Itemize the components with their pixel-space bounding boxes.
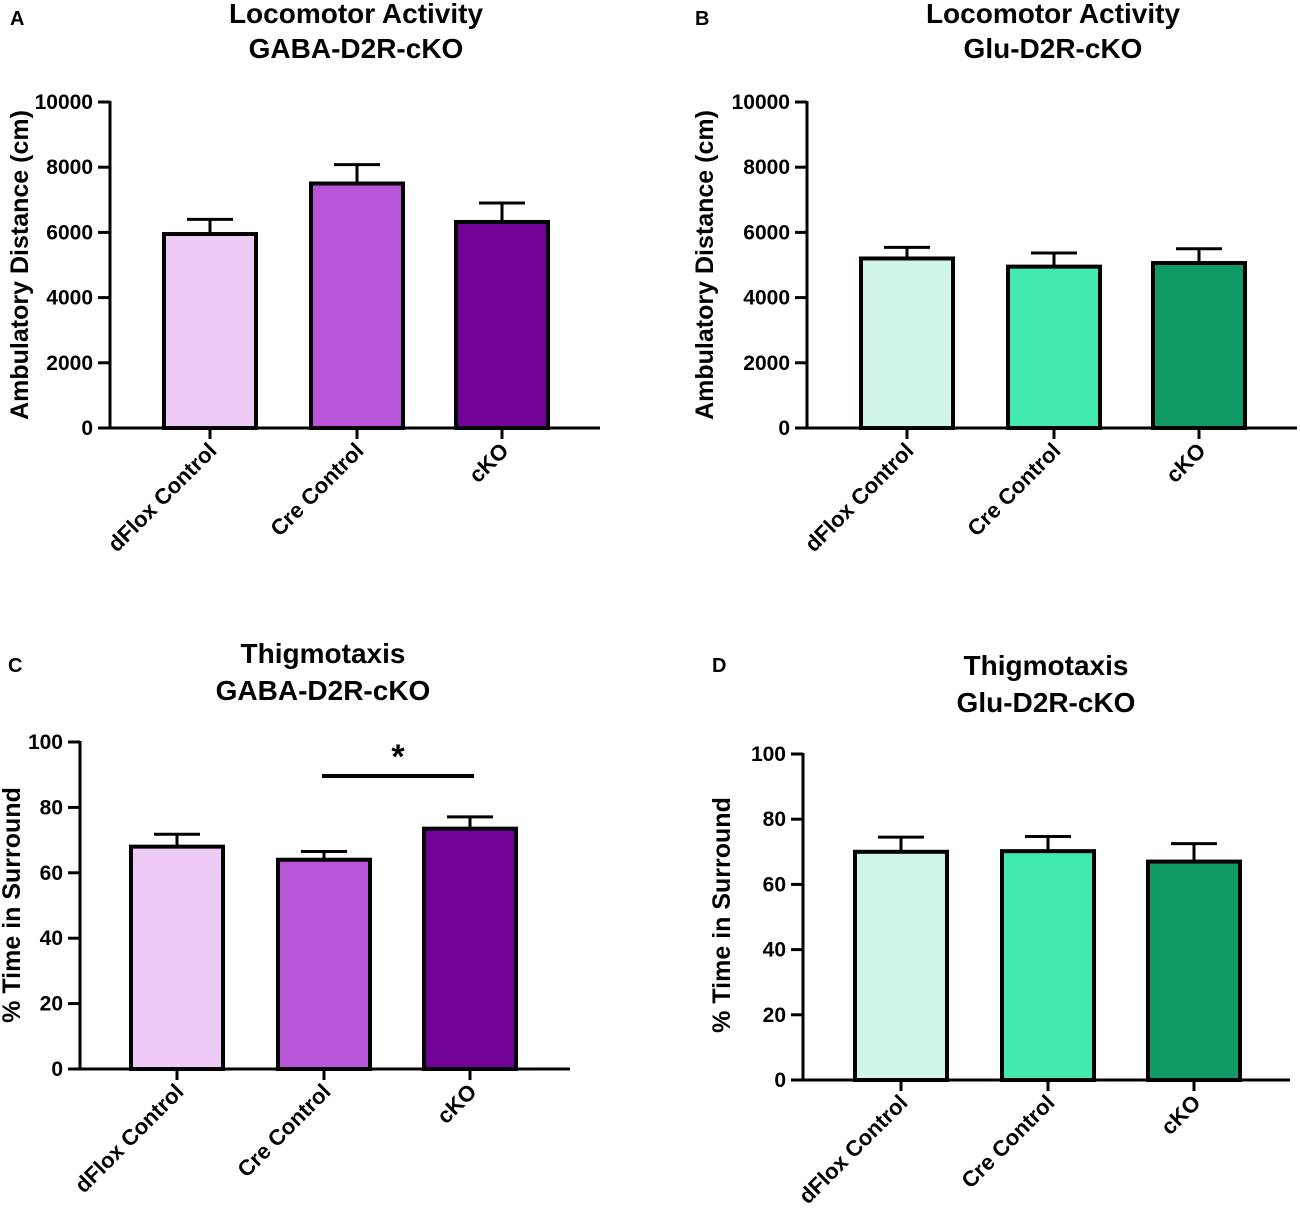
panel-d-title-line-2: Glu-D2R-cKO xyxy=(957,687,1136,718)
panel-c-y-tick-label: 80 xyxy=(40,796,63,819)
panel-d-y-tick-label: 40 xyxy=(763,939,786,962)
panel-d-y-tick-label: 0 xyxy=(774,1069,786,1092)
panel-c-y-axis-label: % Time in Surround xyxy=(0,787,26,1023)
panel-a-title-line-2: GABA-D2R-cKO xyxy=(249,33,464,64)
panel-c-letter: C xyxy=(8,655,22,677)
panel-a-category-label: cKO xyxy=(464,438,514,488)
panel-a-bar xyxy=(309,181,405,430)
panel-b-letter: B xyxy=(695,8,709,30)
panel-a-y-tick-label: 4000 xyxy=(46,287,93,310)
panel-d-category-label: dFlox Control xyxy=(794,1090,913,1209)
panel-c-title-line-1: Thigmotaxis xyxy=(241,638,406,669)
panel-c-bar xyxy=(129,844,225,1072)
panel-d-y-tick-label: 80 xyxy=(763,808,786,831)
panel-d-y-axis-label: % Time in Surround xyxy=(708,797,736,1033)
panel-b: B Locomotor Activity Glu-D2R-cKO Ambulat… xyxy=(691,0,1297,557)
panel-b-y-tick-label: 6000 xyxy=(743,221,790,244)
panel-a-y-tick-label: 6000 xyxy=(46,221,93,244)
panel-a: A Locomotor Activity GABA-D2R-cKO Ambula… xyxy=(6,0,600,557)
panel-a-bar xyxy=(454,219,550,430)
panel-b-category-label: dFlox Control xyxy=(800,438,919,557)
panel-d-bar xyxy=(1146,859,1242,1083)
panel-d-category-label: Cre Control xyxy=(956,1090,1059,1193)
panel-a-bar xyxy=(162,232,258,430)
panel-c-category-label: Cre Control xyxy=(232,1079,335,1182)
panel-b-bar xyxy=(1151,261,1247,430)
panel-c-y-tick-label: 40 xyxy=(40,927,63,950)
panel-d-bar xyxy=(853,849,949,1082)
panel-a-y-tick-label: 8000 xyxy=(46,156,93,179)
panel-d-letter: D xyxy=(712,655,726,677)
panel-a-category-label: dFlox Control xyxy=(103,438,222,557)
panel-d-bar xyxy=(1000,849,1096,1083)
panel-d: D Thigmotaxis Glu-D2R-cKO % Time in Surr… xyxy=(708,650,1290,1209)
panel-c-y-tick-label: 0 xyxy=(51,1058,63,1081)
panel-b-y-tick-label: 8000 xyxy=(743,156,790,179)
panel-a-y-tick-label: 2000 xyxy=(46,352,93,375)
panel-a-y-tick-label: 0 xyxy=(81,417,93,440)
panel-c-y-tick-label: 20 xyxy=(40,993,63,1016)
panel-c-bar xyxy=(422,826,518,1072)
panel-b-y-tick-label: 10000 xyxy=(732,91,790,114)
panel-a-y-axis-label: Ambulatory Distance (cm) xyxy=(6,110,34,420)
panel-c-y-tick-label: 100 xyxy=(28,731,63,754)
panel-d-category-label: cKO xyxy=(1156,1090,1206,1140)
panel-a-category-label: Cre Control xyxy=(265,438,368,541)
panel-c-category-label: dFlox Control xyxy=(70,1079,189,1198)
panel-d-y-tick-label: 20 xyxy=(763,1004,786,1027)
panel-b-bar xyxy=(1006,264,1102,430)
panel-c: C Thigmotaxis GABA-D2R-cKO % Time in Sur… xyxy=(0,638,570,1198)
panel-b-y-axis-label: Ambulatory Distance (cm) xyxy=(691,110,719,420)
panel-c-title-line-2: GABA-D2R-cKO xyxy=(216,675,431,706)
panel-b-category-label: cKO xyxy=(1161,438,1211,488)
panel-d-y-tick-label: 60 xyxy=(763,873,786,896)
panel-c-y-tick-label: 60 xyxy=(40,862,63,885)
panel-b-title-line-1: Locomotor Activity xyxy=(926,0,1181,29)
panel-d-title-line-1: Thigmotaxis xyxy=(964,650,1129,681)
panel-b-y-tick-label: 2000 xyxy=(743,352,790,375)
panel-b-category-label: Cre Control xyxy=(962,438,1065,541)
panel-b-bar xyxy=(859,256,955,431)
panel-a-letter: A xyxy=(10,8,24,30)
panel-b-y-tick-label: 4000 xyxy=(743,287,790,310)
panel-a-y-tick-label: 10000 xyxy=(35,91,93,114)
panel-c-bar xyxy=(276,857,372,1071)
panel-a-title-line-1: Locomotor Activity xyxy=(229,0,484,29)
panel-b-y-tick-label: 0 xyxy=(778,417,790,440)
panel-b-title-line-2: Glu-D2R-cKO xyxy=(964,33,1143,64)
panel-c-category-label: cKO xyxy=(432,1079,482,1129)
panel-c-significance-label: * xyxy=(391,738,405,776)
panel-d-y-tick-label: 100 xyxy=(751,743,786,766)
